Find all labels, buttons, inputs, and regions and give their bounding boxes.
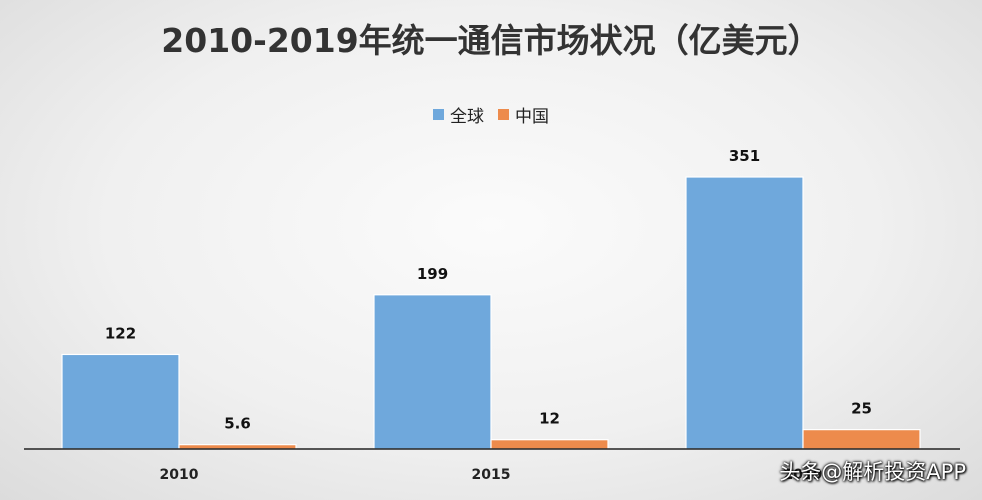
data-label-global-2015: 199 (417, 265, 448, 283)
x-tick-label-2019: 2019 (784, 467, 823, 483)
bar-global-2019 (685, 176, 804, 450)
legend-label-global: 全球 (450, 107, 484, 127)
legend-item-china: 中国 (498, 102, 549, 127)
x-tick-label-2015: 2015 (472, 467, 511, 483)
bar-global-2010 (61, 353, 180, 450)
data-label-global-2010: 122 (105, 324, 136, 342)
watermark-text: 头条@解析投资APP (779, 460, 966, 484)
bar-china-2015 (490, 439, 609, 450)
legend-swatch-global (433, 109, 444, 120)
data-label-china-2019: 25 (851, 400, 872, 418)
bar-global-2015 (373, 294, 492, 450)
data-label-china-2015: 12 (539, 410, 560, 428)
bar-china-2019 (802, 429, 921, 450)
legend-label-china: 中国 (515, 107, 549, 127)
x-tick-label-2010: 2010 (160, 467, 199, 483)
legend-swatch-china (498, 109, 509, 120)
legend: 全球 中国 (0, 102, 982, 127)
chart-title: 2010-2019年统一通信市场状况（亿美元） (161, 21, 821, 60)
data-label-global-2019: 351 (729, 147, 760, 165)
legend-item-global: 全球 (433, 102, 484, 127)
data-label-china-2010: 5.6 (224, 415, 251, 433)
